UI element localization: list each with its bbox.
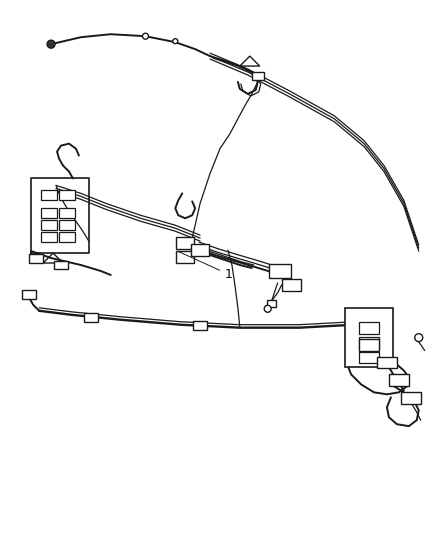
Circle shape bbox=[414, 334, 422, 342]
Bar bbox=[59, 232, 75, 242]
Circle shape bbox=[173, 39, 177, 44]
Bar bbox=[59, 190, 75, 200]
Bar bbox=[41, 220, 57, 230]
Circle shape bbox=[47, 40, 55, 48]
Bar bbox=[176, 251, 194, 263]
Bar bbox=[358, 337, 378, 349]
Circle shape bbox=[142, 33, 148, 39]
Bar bbox=[344, 308, 392, 367]
Circle shape bbox=[264, 305, 271, 312]
Bar bbox=[267, 300, 276, 308]
Bar bbox=[251, 72, 263, 80]
Bar bbox=[376, 357, 396, 368]
Bar bbox=[41, 208, 57, 218]
Bar bbox=[358, 352, 378, 364]
Bar bbox=[41, 190, 57, 200]
Bar bbox=[41, 232, 57, 242]
Bar bbox=[59, 220, 75, 230]
Bar bbox=[84, 313, 98, 322]
Bar bbox=[281, 279, 301, 291]
Bar bbox=[54, 261, 68, 270]
Bar bbox=[29, 254, 43, 263]
Bar bbox=[388, 375, 408, 386]
Bar bbox=[400, 392, 420, 404]
Bar bbox=[22, 290, 36, 300]
Bar bbox=[358, 322, 378, 334]
Bar bbox=[191, 244, 208, 256]
Bar bbox=[59, 208, 75, 218]
Bar bbox=[176, 237, 194, 249]
Text: 1: 1 bbox=[177, 251, 232, 281]
Bar bbox=[268, 264, 290, 278]
Bar bbox=[358, 338, 378, 351]
Bar bbox=[193, 321, 207, 330]
